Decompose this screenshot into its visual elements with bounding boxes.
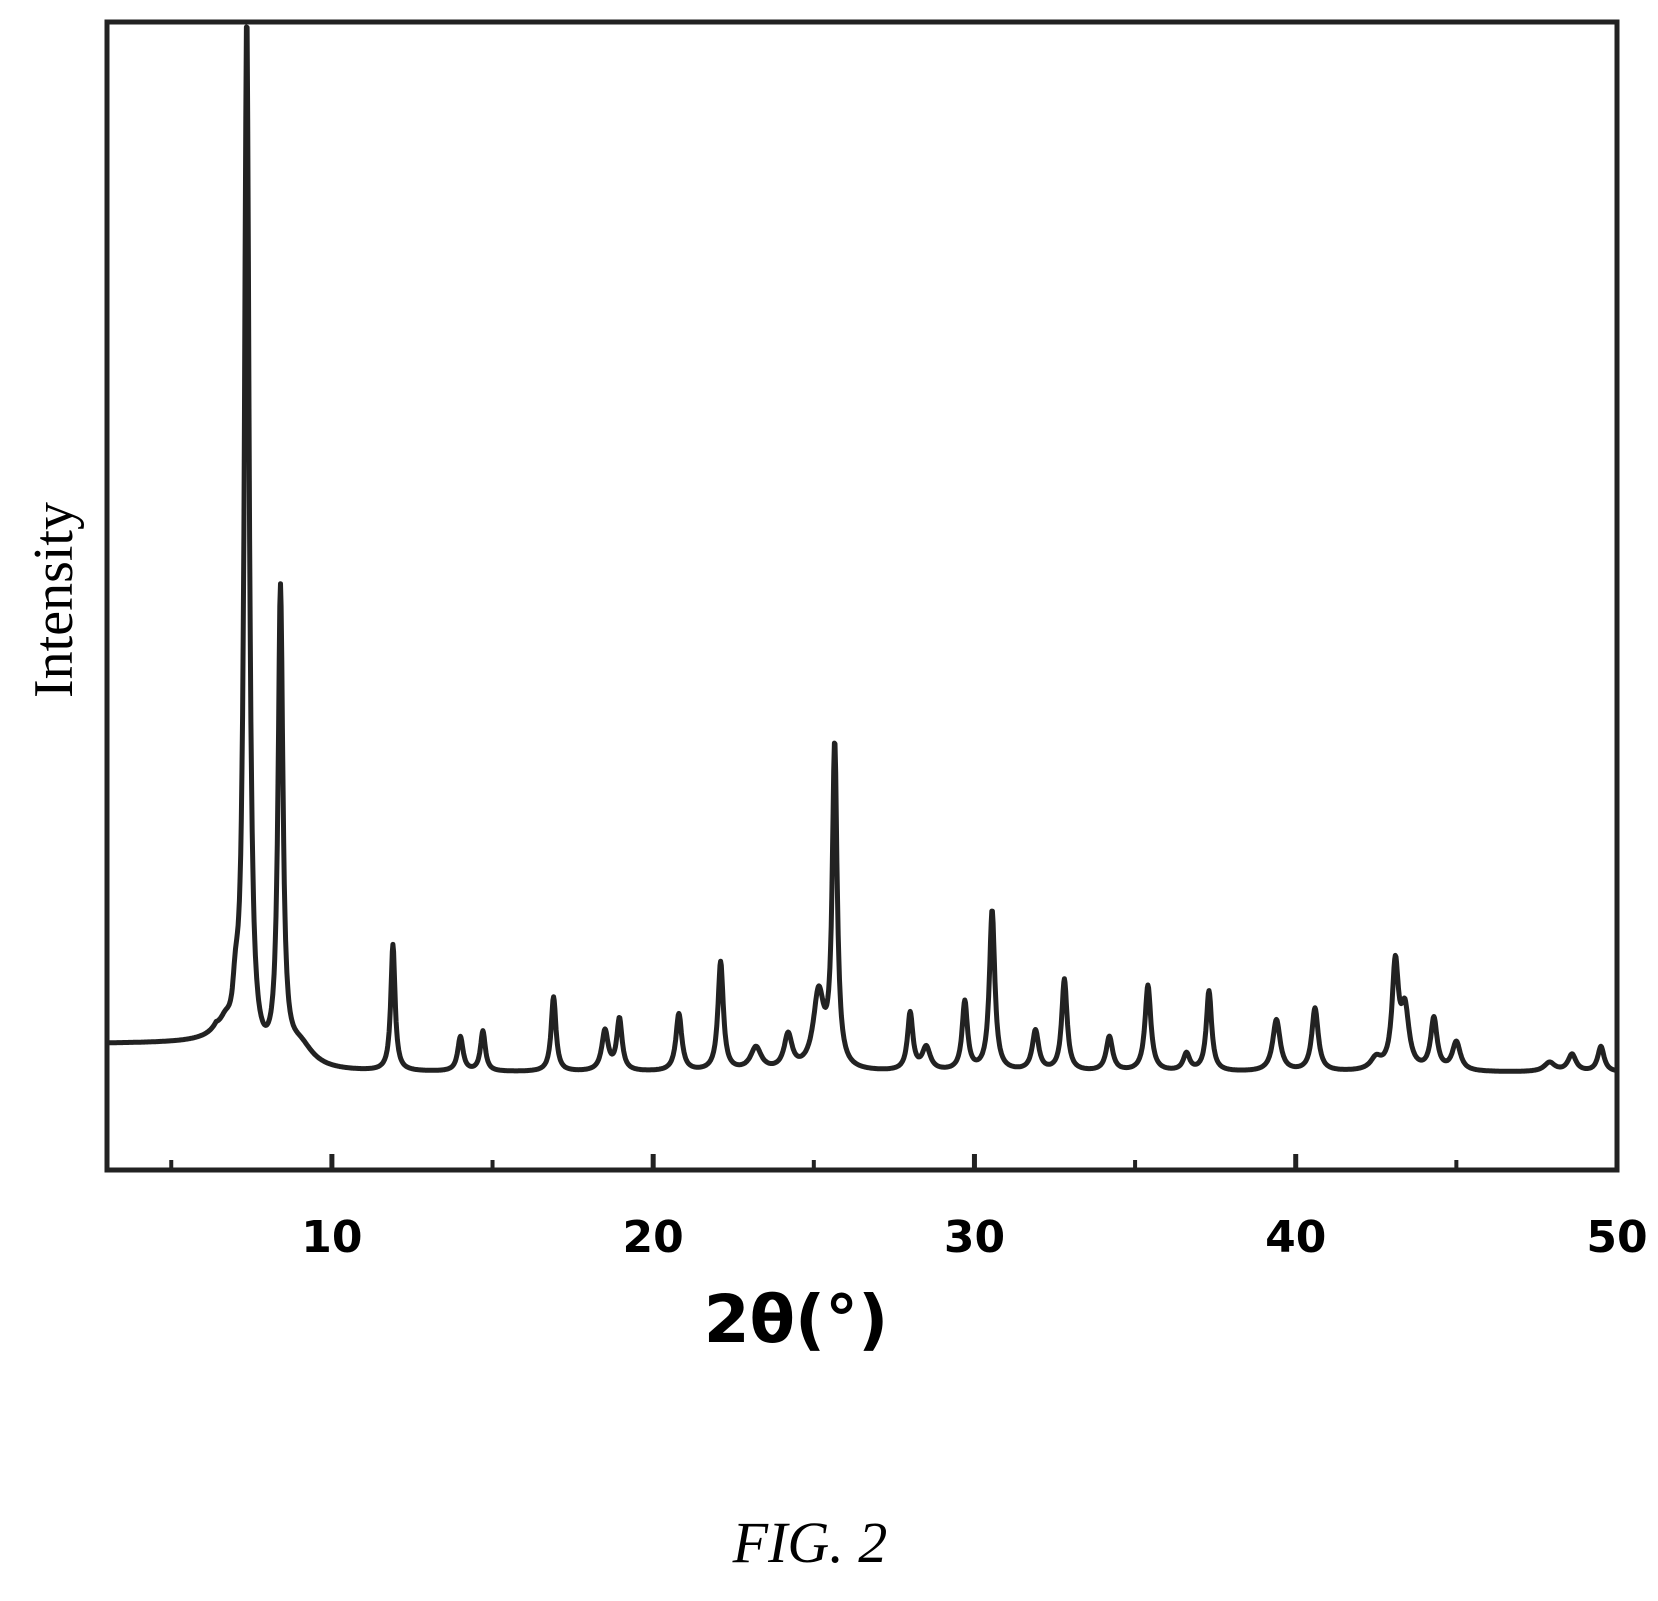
figure-caption: FIG. 2 [732,1510,888,1575]
y-axis-label: Intensity [23,502,85,698]
x-tick-label: 40 [1265,1212,1326,1263]
plot-frame [104,19,1620,1173]
x-tick-label: 30 [944,1212,1005,1263]
x-tick-label: 10 [301,1212,362,1263]
x-axis-tick-labels: 10 20 30 40 50 [301,1212,1647,1263]
x-tick-label: 50 [1586,1212,1647,1263]
intensity-series-line [105,24,1619,1074]
x-axis-ticks [169,1154,1620,1170]
x-tick-label: 20 [623,1212,684,1263]
x-axis-label: 2θ(°) [704,1281,889,1358]
